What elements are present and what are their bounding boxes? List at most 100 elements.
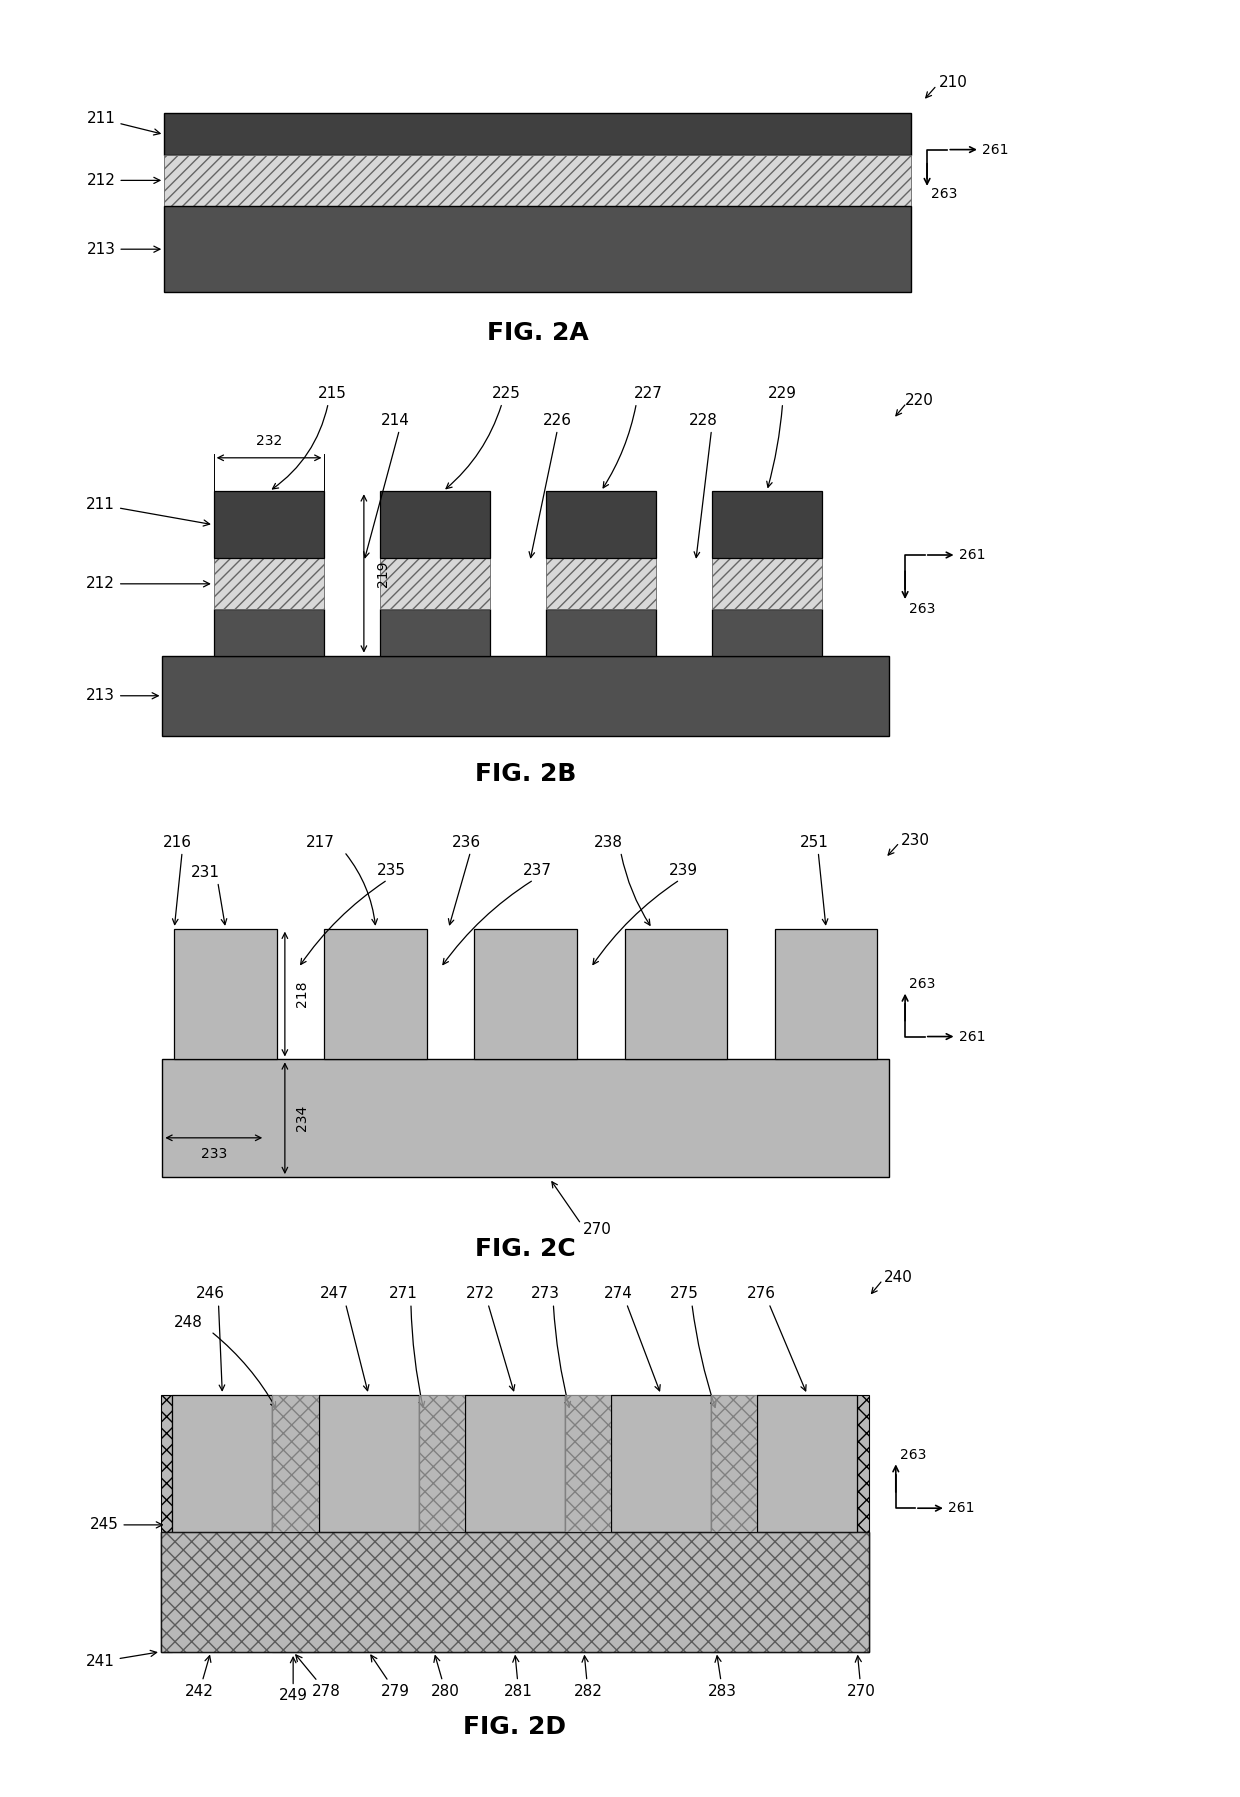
Bar — [161, 1531, 869, 1651]
Text: FIG. 2D: FIG. 2D — [464, 1714, 567, 1739]
Bar — [162, 1060, 889, 1177]
Text: 272: 272 — [466, 1287, 495, 1301]
Text: 261: 261 — [949, 1500, 975, 1515]
Text: 263: 263 — [909, 978, 935, 992]
Bar — [162, 656, 889, 737]
Bar — [857, 1394, 869, 1651]
Bar — [712, 609, 822, 656]
Text: 275: 275 — [670, 1287, 698, 1301]
Text: 251: 251 — [800, 836, 828, 850]
Text: 238: 238 — [594, 836, 624, 850]
Text: 216: 216 — [162, 836, 191, 850]
Text: 240: 240 — [884, 1270, 913, 1285]
Bar — [164, 155, 911, 205]
Bar — [164, 113, 911, 155]
Text: 217: 217 — [306, 836, 335, 850]
Text: 220: 220 — [905, 394, 934, 408]
Text: 274: 274 — [604, 1287, 634, 1301]
Bar — [213, 559, 325, 609]
Text: 273: 273 — [531, 1287, 560, 1301]
Text: 233: 233 — [201, 1146, 227, 1161]
Bar — [325, 929, 427, 1060]
Bar — [546, 609, 656, 656]
Text: 281: 281 — [505, 1655, 533, 1700]
Text: 276: 276 — [746, 1287, 775, 1301]
Bar — [379, 491, 490, 559]
Text: 278: 278 — [296, 1655, 341, 1700]
Text: 213: 213 — [87, 241, 160, 257]
Text: 237: 237 — [523, 863, 552, 877]
Text: FIG. 2B: FIG. 2B — [475, 762, 577, 787]
Text: 249: 249 — [279, 1689, 308, 1704]
Bar — [475, 929, 577, 1060]
Text: 242: 242 — [185, 1655, 213, 1700]
Text: 210: 210 — [939, 75, 968, 90]
Bar — [611, 1394, 711, 1531]
Bar — [712, 491, 822, 559]
Text: 214: 214 — [381, 413, 410, 428]
Text: FIG. 2A: FIG. 2A — [486, 322, 588, 345]
Bar — [175, 929, 277, 1060]
Bar — [172, 1394, 273, 1531]
Bar — [758, 1394, 857, 1531]
Bar — [546, 559, 656, 609]
Text: 211: 211 — [87, 111, 160, 135]
Bar — [465, 1394, 565, 1531]
Text: 261: 261 — [959, 1030, 986, 1044]
Text: 218: 218 — [295, 981, 309, 1008]
Text: 270: 270 — [847, 1655, 875, 1700]
Bar — [565, 1394, 611, 1531]
Text: 213: 213 — [86, 688, 159, 703]
Text: 263: 263 — [931, 187, 957, 201]
Bar — [711, 1394, 758, 1531]
Text: 236: 236 — [453, 836, 481, 850]
Text: 231: 231 — [191, 864, 221, 881]
Bar — [319, 1394, 419, 1531]
Text: 211: 211 — [86, 498, 210, 527]
Text: 241: 241 — [86, 1650, 156, 1669]
Text: 263: 263 — [900, 1448, 926, 1461]
Text: 232: 232 — [255, 433, 283, 447]
Bar — [775, 929, 878, 1060]
Text: 239: 239 — [670, 863, 698, 877]
Text: 227: 227 — [634, 386, 662, 401]
Text: 283: 283 — [708, 1655, 737, 1700]
Bar — [565, 1394, 611, 1651]
Text: 228: 228 — [689, 413, 718, 428]
Bar — [379, 559, 490, 609]
Bar — [625, 929, 728, 1060]
Text: 263: 263 — [909, 602, 935, 616]
Text: 271: 271 — [389, 1287, 418, 1301]
Bar — [273, 1394, 319, 1531]
Text: 246: 246 — [196, 1287, 226, 1301]
Text: 261: 261 — [982, 142, 1009, 156]
Text: 234: 234 — [295, 1105, 309, 1132]
Text: 230: 230 — [901, 834, 930, 848]
Text: 212: 212 — [87, 173, 160, 189]
Bar — [161, 1531, 869, 1651]
Bar — [213, 491, 325, 559]
Bar — [546, 491, 656, 559]
Bar — [419, 1394, 465, 1531]
Text: 245: 245 — [89, 1517, 162, 1533]
Text: 261: 261 — [959, 548, 986, 562]
Text: 225: 225 — [491, 386, 521, 401]
Bar — [213, 609, 325, 656]
Text: 219: 219 — [376, 561, 389, 588]
Text: 229: 229 — [768, 386, 797, 401]
Text: 215: 215 — [317, 386, 347, 401]
Bar — [379, 609, 490, 656]
Text: 248: 248 — [175, 1315, 203, 1330]
Text: 280: 280 — [432, 1655, 460, 1700]
Text: 282: 282 — [573, 1655, 603, 1700]
Text: 247: 247 — [320, 1287, 348, 1301]
Bar — [164, 205, 911, 293]
Bar — [711, 1394, 758, 1651]
Bar — [273, 1394, 319, 1651]
Text: 279: 279 — [371, 1655, 410, 1700]
Bar — [712, 559, 822, 609]
Text: 270: 270 — [583, 1222, 611, 1236]
Bar — [419, 1394, 465, 1651]
Text: 226: 226 — [543, 413, 572, 428]
Text: 212: 212 — [86, 577, 210, 591]
